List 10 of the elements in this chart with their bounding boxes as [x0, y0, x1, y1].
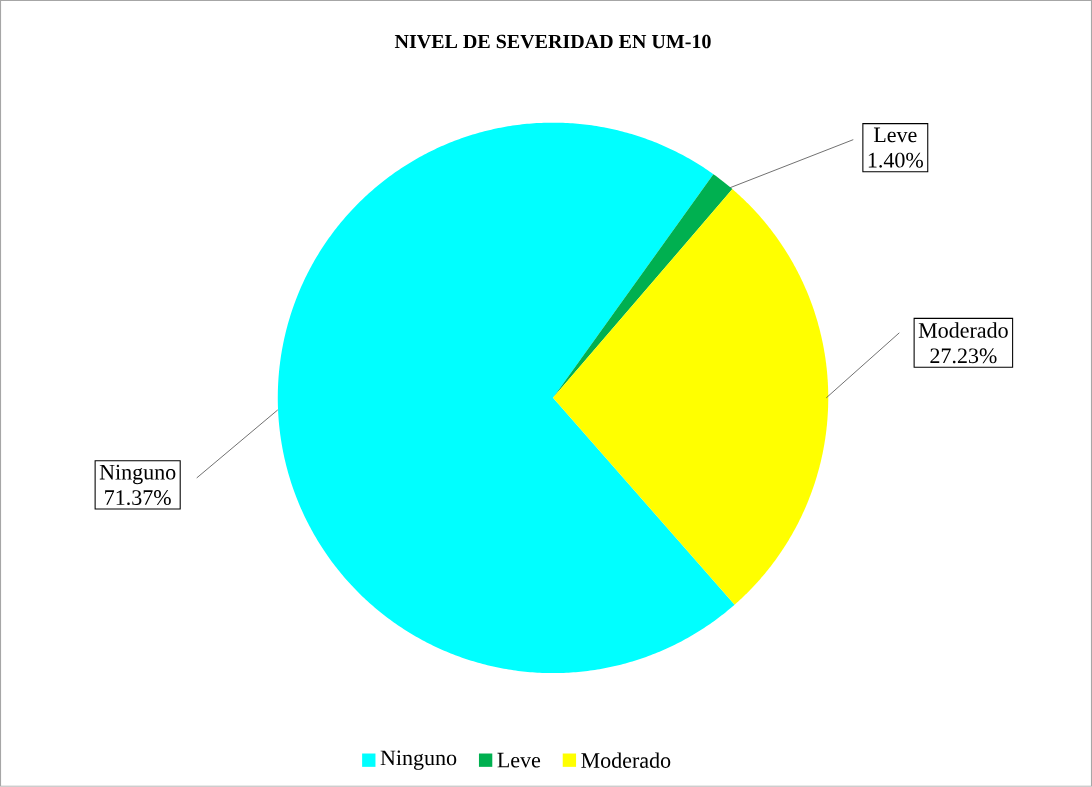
slice-label: Ninguno	[99, 464, 176, 485]
data-label: 1.40%	[868, 152, 923, 168]
chart-title: NIVEL DE SEVERIDAD EN UM-10	[394, 34, 711, 49]
legend-label: Ninguno	[380, 750, 457, 770]
legend-label: Moderado	[581, 752, 671, 769]
data-label: 27.23%	[930, 348, 997, 364]
data-label: 71.37%	[105, 490, 171, 506]
slice-label: Leve	[873, 127, 917, 143]
slice-label: Moderado	[918, 322, 1008, 338]
legend-label: Leve	[497, 752, 541, 768]
